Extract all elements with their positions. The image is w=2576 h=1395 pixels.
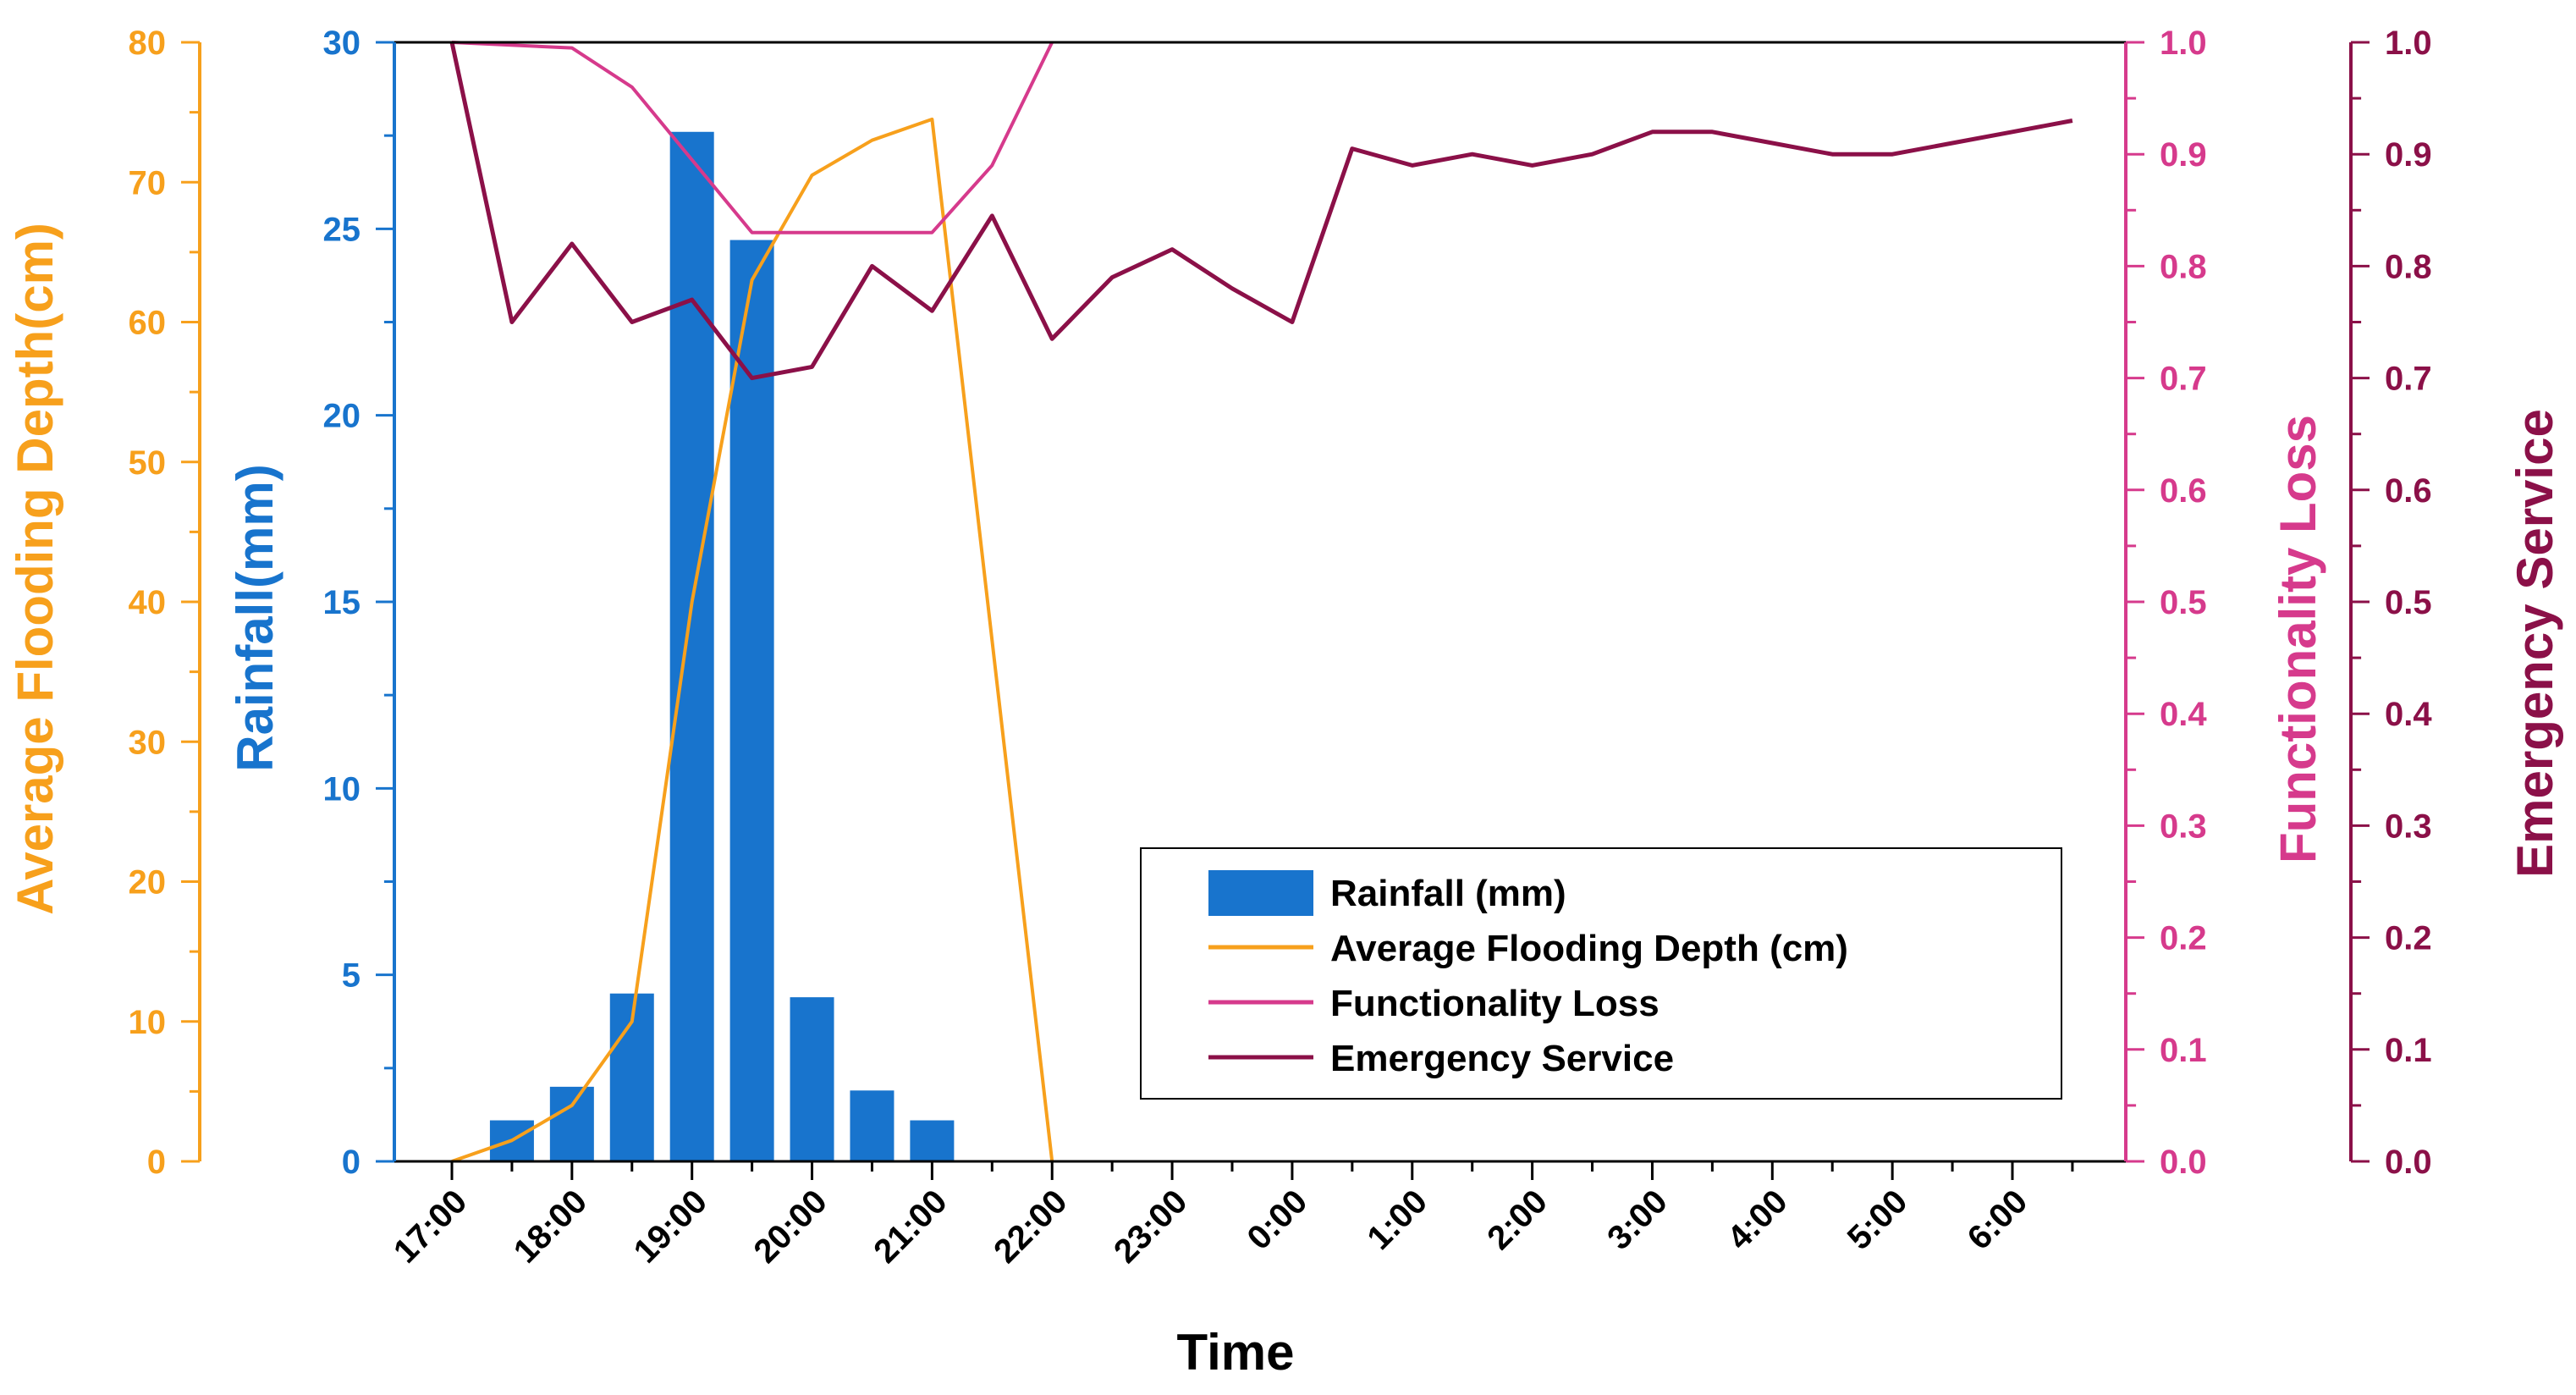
flooding-y-tick-label: 40: [129, 584, 167, 621]
x-tick-label: 21:00: [867, 1183, 954, 1270]
x-tick-label: 3:00: [1600, 1183, 1675, 1257]
emergency-y-tick-label: 0.8: [2385, 248, 2432, 285]
rainfall-bar: [850, 1090, 894, 1161]
x-axis-title: Time: [1177, 1324, 1295, 1381]
x-tick-label: 20:00: [746, 1183, 834, 1270]
functionality-y-tick-label: 0.7: [2160, 361, 2207, 398]
emergency-y-tick-label: 0.1: [2385, 1032, 2432, 1069]
x-tick-label: 22:00: [987, 1183, 1074, 1270]
x-tick-label: 4:00: [1720, 1183, 1795, 1257]
rainfall-bar: [549, 1086, 594, 1161]
x-tick-label: 5:00: [1841, 1183, 1915, 1257]
rainfall-y-tick-label: 15: [323, 584, 361, 621]
flooding-y-tick-label: 20: [129, 864, 167, 902]
functionality-y-tick-label: 1.0: [2160, 25, 2207, 62]
legend: Rainfall (mm) Average Flooding Depth (cm)…: [1140, 847, 2062, 1100]
flooding-y-tick-label: 0: [147, 1144, 166, 1181]
x-tick-label: 2:00: [1480, 1183, 1555, 1257]
flooding-y-tick-label: 80: [129, 25, 167, 62]
rainfall-y-tick-label: 5: [342, 957, 361, 995]
emergency-y-tick-label: 1.0: [2385, 25, 2432, 62]
functionality-y-tick-label: 0.6: [2160, 472, 2207, 510]
emergency-y-tick-label: 0.9: [2385, 136, 2432, 174]
flooding-y-tick-label: 70: [129, 164, 167, 201]
functionality-y-tick-label: 0.3: [2160, 808, 2207, 845]
rainfall-bar: [910, 1120, 955, 1161]
functionality-y-tick-label: 0.1: [2160, 1032, 2207, 1069]
emergency-y-tick-label: 0.0: [2385, 1144, 2432, 1181]
functionality-y-tick-label: 0.5: [2160, 584, 2207, 621]
y-axis-title-rainfall: Rainfall(mm): [227, 464, 283, 771]
x-tick-label: 23:00: [1107, 1183, 1194, 1270]
rainfall-bar: [669, 131, 714, 1161]
functionality-y-tick-label: 0.2: [2160, 920, 2207, 957]
y-axis-title-emergency: Emergency Service: [2507, 409, 2563, 878]
emergency-y-tick-label: 0.5: [2385, 584, 2432, 621]
flooding-y-tick-label: 10: [129, 1004, 167, 1041]
functionality-loss-line: [451, 41, 1054, 234]
x-tick-label: 6:00: [1961, 1183, 2035, 1257]
flooding-y-tick-label: 60: [129, 305, 167, 342]
emergency-y-tick-label: 0.3: [2385, 808, 2432, 845]
x-tick-label: 0:00: [1241, 1183, 1315, 1257]
series-lines: [449, 41, 2073, 1163]
x-tick-label: 17:00: [387, 1183, 474, 1270]
emergency-y-tick-label: 0.6: [2385, 472, 2432, 510]
emergency-y-tick-label: 0.4: [2385, 696, 2432, 733]
x-tick-label: 19:00: [627, 1183, 714, 1270]
functionality-y-tick-label: 0.9: [2160, 136, 2207, 174]
legend-swatch-rainfall: [1208, 870, 1313, 916]
y-axis-title-functionality: Functionality Loss: [2270, 415, 2326, 863]
flooding-y-tick-label: 50: [129, 444, 167, 482]
functionality-y-tick-label: 0.0: [2160, 1144, 2207, 1181]
emergency-y-tick-label: 0.7: [2385, 361, 2432, 398]
rainfall-y-tick-label: 20: [323, 398, 361, 435]
rainfall-bars: [489, 131, 955, 1161]
y-axis-title-flooding: Average Flooding Depth(cm): [7, 223, 63, 915]
x-tick-label: 18:00: [507, 1183, 594, 1270]
legend-label: Functionality Loss: [1330, 983, 1660, 1024]
flooding-y-tick-label: 30: [129, 724, 167, 761]
legend-label: Average Flooding Depth (cm): [1330, 928, 1848, 969]
legend-label: Rainfall (mm): [1330, 873, 1566, 914]
rainfall-y-tick-label: 0: [342, 1144, 361, 1181]
legend-label: Emergency Service: [1330, 1038, 1674, 1079]
emergency-y-tick-label: 0.2: [2385, 920, 2432, 957]
rainfall-y-tick-label: 10: [323, 770, 361, 808]
flooding-depth-line: [451, 117, 1054, 1163]
rainfall-bar: [790, 997, 834, 1161]
x-tick-label: 1:00: [1360, 1183, 1434, 1257]
rainfall-bar: [729, 240, 774, 1161]
rainfall-y-tick-label: 30: [323, 25, 361, 62]
functionality-y-tick-label: 0.4: [2160, 696, 2207, 733]
rainfall-y-tick-label: 25: [323, 211, 361, 248]
emergency-service-line: [449, 41, 2073, 381]
functionality-y-tick-label: 0.8: [2160, 248, 2207, 285]
